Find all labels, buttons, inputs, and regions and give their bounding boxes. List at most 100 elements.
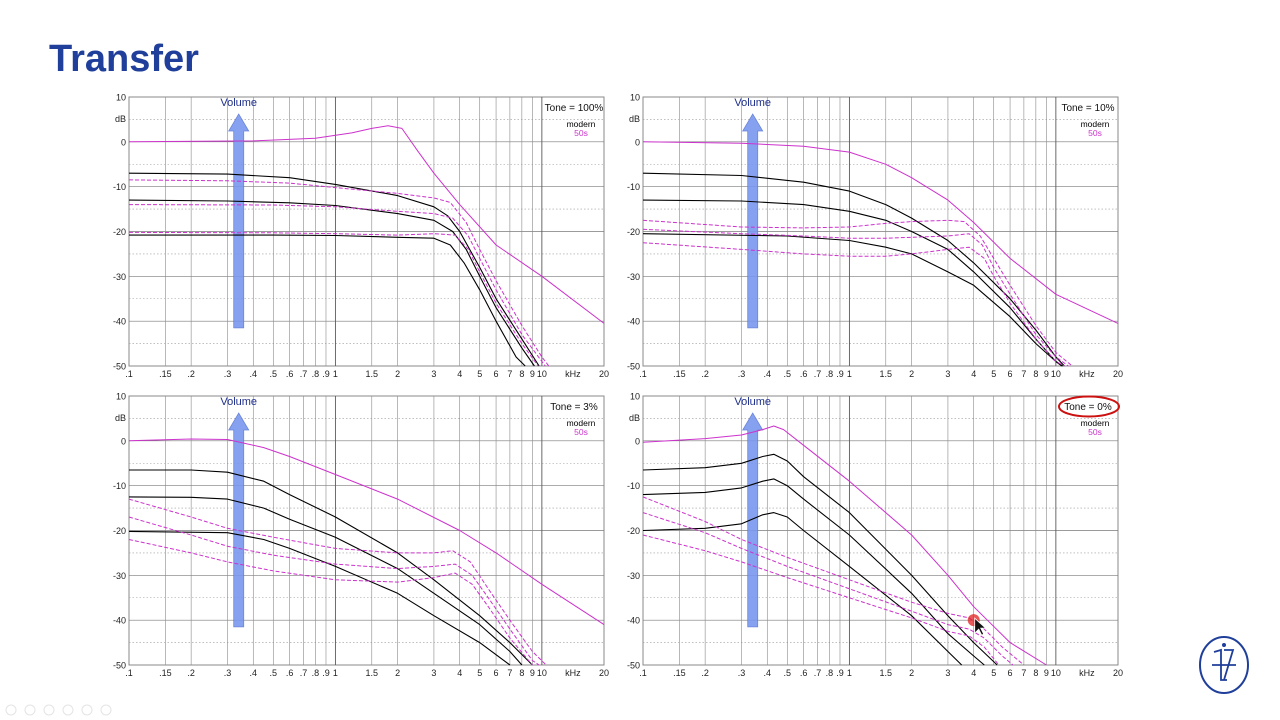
series-line-modern (129, 469, 533, 666)
y-tick-label: -20 (113, 227, 126, 237)
volume-label: Volume (220, 396, 257, 408)
series-line-50s (642, 496, 1025, 666)
series-line-50s (642, 228, 1069, 367)
series-line-modern (642, 172, 1065, 367)
x-tick-label: .6 (800, 668, 808, 678)
y-axis-label: dB (629, 114, 640, 124)
y-tick-label: -20 (627, 227, 640, 237)
x-tick-label: .2 (187, 668, 195, 678)
x-tick-label: 7 (507, 369, 512, 379)
series-line-modern (128, 530, 511, 666)
y-tick-label: 0 (635, 436, 640, 446)
volume-label: Volume (734, 396, 771, 408)
series-line-50s (128, 125, 605, 324)
y-tick-label: 10 (630, 93, 640, 103)
x-tick-label: 7 (507, 668, 512, 678)
x-tick-label: .8 (826, 668, 834, 678)
x-axis-label: kHz (565, 369, 581, 379)
more-options-icon[interactable] (100, 704, 112, 716)
x-tick-label: .2 (701, 668, 709, 678)
brand-logo-icon (1199, 636, 1249, 694)
legend-modern: modern (567, 418, 596, 428)
x-tick-label: 6 (1008, 668, 1013, 678)
x-tick-label: 5 (991, 369, 996, 379)
y-tick-label: -20 (113, 526, 126, 536)
pen-tool-icon[interactable] (43, 704, 55, 716)
x-tick-label: 1 (333, 668, 338, 678)
series-line-modern (128, 199, 535, 367)
x-tick-label: 7 (1021, 369, 1026, 379)
x-tick-label: 1 (847, 369, 852, 379)
x-tick-label: 2 (395, 668, 400, 678)
zoom-icon[interactable] (81, 704, 93, 716)
series-line-50s (128, 179, 550, 367)
x-tick-label: 2 (909, 369, 914, 379)
y-tick-label: -30 (113, 571, 126, 581)
series-line-50s (128, 539, 533, 666)
x-tick-label: 6 (494, 369, 499, 379)
y-tick-label: 10 (116, 392, 126, 402)
next-slide-icon[interactable] (24, 704, 36, 716)
x-tick-label: 1 (847, 668, 852, 678)
x-tick-label: 5 (477, 369, 482, 379)
x-tick-label: .7 (814, 668, 822, 678)
slides-grid-icon[interactable] (62, 704, 74, 716)
x-tick-label: 20 (1113, 668, 1123, 678)
legend-50s: 50s (574, 128, 588, 138)
x-tick-label: .9 (836, 369, 844, 379)
x-tick-label: .15 (159, 369, 172, 379)
y-tick-label: 0 (121, 137, 126, 147)
series-line-50s (128, 516, 540, 666)
y-tick-label: -10 (627, 182, 640, 192)
y-tick-label: -50 (627, 661, 640, 671)
series-line-50s (128, 498, 547, 666)
x-tick-label: 2 (909, 668, 914, 678)
x-tick-label: 5 (991, 668, 996, 678)
x-tick-label: 1.5 (366, 369, 379, 379)
x-tick-label: .2 (701, 369, 709, 379)
x-tick-label: .3 (224, 369, 232, 379)
x-tick-label: 10 (1051, 668, 1061, 678)
prev-slide-icon[interactable] (5, 704, 17, 716)
x-tick-label: .8 (312, 668, 320, 678)
x-tick-label: 3 (431, 369, 436, 379)
x-tick-label: 2 (395, 369, 400, 379)
y-tick-label: -50 (627, 362, 640, 372)
presentation-toolbar[interactable] (4, 703, 114, 717)
series-line-50s (642, 425, 1047, 666)
tone-label: Tone = 100% (545, 103, 604, 114)
tone-highlight-circle (1058, 395, 1120, 418)
x-tick-label: 4 (457, 668, 462, 678)
x-axis-label: kHz (1079, 369, 1095, 379)
series-line-50s (642, 219, 1073, 367)
x-tick-label: .3 (738, 668, 746, 678)
x-tick-label: .2 (187, 369, 195, 379)
y-tick-label: -30 (627, 571, 640, 581)
y-tick-label: -10 (113, 182, 126, 192)
transfer-chart-3: 10 0 -10 -20 -30 -40 -50 dB .1 .15 .2 .3 .4 .5 .6 .7 .8.… (113, 392, 609, 679)
x-tick-label: 10 (537, 668, 547, 678)
x-tick-label: .9 (322, 668, 330, 678)
x-tick-label: 10 (537, 369, 547, 379)
x-tick-label: .7 (300, 369, 308, 379)
x-tick-label: .6 (286, 369, 294, 379)
mouse-cursor-icon (974, 617, 987, 636)
x-tick-label: .7 (814, 369, 822, 379)
x-tick-label: 3 (431, 668, 436, 678)
x-tick-label: 8 (519, 668, 524, 678)
y-tick-label: 10 (116, 93, 126, 103)
y-tick-label: -50 (113, 661, 126, 671)
x-tick-label: .5 (270, 369, 278, 379)
x-tick-label: .5 (784, 668, 792, 678)
series-line-50s (642, 534, 1000, 666)
y-tick-label: -40 (113, 616, 126, 626)
y-tick-label: -30 (627, 272, 640, 282)
x-tick-label: 4 (971, 668, 976, 678)
x-tick-label: 9 (1044, 369, 1049, 379)
legend-modern: modern (1081, 119, 1110, 129)
x-tick-label: 9 (1044, 668, 1049, 678)
x-axis-label: kHz (1079, 668, 1095, 678)
x-tick-label: .9 (836, 668, 844, 678)
transfer-chart-2: 10 0 -10 -20 -30 -40 -50 dB .1 .15 .2 .3 .4 .5 .6 .7 .8.… (627, 93, 1123, 380)
x-tick-label: 1.5 (366, 668, 379, 678)
